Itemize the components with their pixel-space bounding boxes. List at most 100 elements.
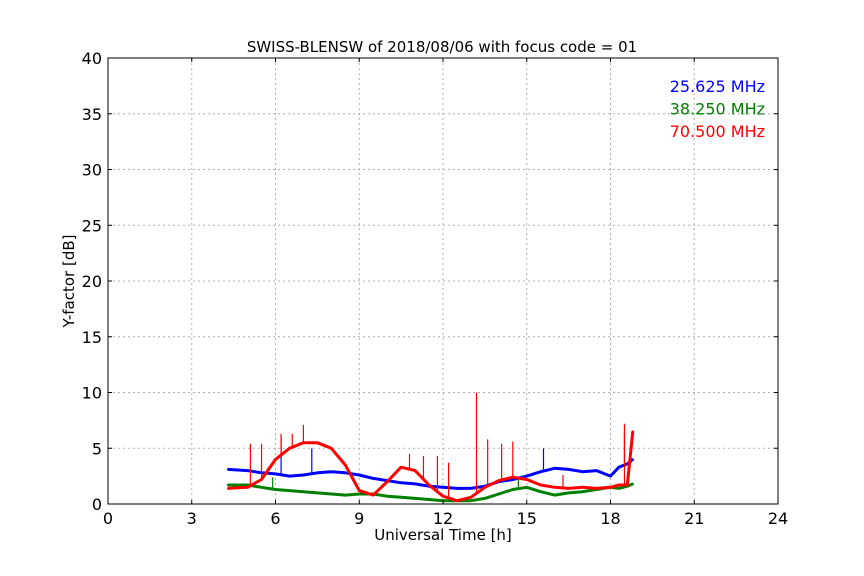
x-tick-label: 21 xyxy=(684,509,704,528)
grid xyxy=(108,58,778,504)
data-point xyxy=(260,486,263,489)
data-point xyxy=(567,487,570,490)
data-point xyxy=(399,466,403,469)
data-point xyxy=(483,486,487,489)
data-point xyxy=(511,488,514,491)
data-point xyxy=(497,479,501,482)
data-point xyxy=(399,481,403,485)
data-point xyxy=(385,494,389,498)
data-point xyxy=(617,466,621,469)
data-point xyxy=(226,487,230,490)
data-point xyxy=(626,483,629,487)
x-tick-label: 6 xyxy=(270,509,280,528)
series-25-625-mhz xyxy=(226,431,635,490)
data-point xyxy=(441,494,445,498)
data-point xyxy=(539,483,542,487)
data-point xyxy=(302,490,305,493)
x-tick-label: 3 xyxy=(187,509,197,528)
x-tick-label: 0 xyxy=(103,509,113,528)
data-point xyxy=(631,482,635,486)
data-point xyxy=(316,491,319,495)
data-point xyxy=(226,483,230,487)
data-point xyxy=(539,470,542,473)
legend-entry-25-625-mhz: 25.625 MHz xyxy=(670,77,765,96)
data-point xyxy=(372,477,375,480)
data-point xyxy=(581,490,584,493)
x-axis-label: Universal Time [h] xyxy=(374,526,512,544)
data-point xyxy=(344,493,347,497)
data-point xyxy=(358,489,361,492)
data-point xyxy=(525,478,528,481)
data-point xyxy=(274,488,277,491)
legend: 25.625 MHz 38.250 MHz 70.500 MHz xyxy=(670,77,765,141)
data-point xyxy=(358,473,361,477)
data-point xyxy=(413,482,417,486)
data-point xyxy=(316,441,319,444)
data-point xyxy=(553,467,556,470)
y-axis-label: Y-factor [dB] xyxy=(60,234,78,328)
y-tick-label: 0 xyxy=(92,495,102,514)
data-point xyxy=(539,490,542,493)
data-point xyxy=(274,458,277,461)
data-point xyxy=(525,486,528,489)
y-tick-label: 20 xyxy=(82,272,102,291)
data-point xyxy=(302,473,305,477)
y-tick-label: 10 xyxy=(82,384,102,403)
data-point xyxy=(483,497,487,500)
data-point xyxy=(567,491,570,495)
data-point xyxy=(344,471,347,474)
data-point xyxy=(246,486,249,489)
legend-entry-38-250-mhz: 38.250 MHz xyxy=(670,100,765,119)
data-point xyxy=(581,486,584,489)
x-tick-label: 12 xyxy=(433,509,453,528)
data-point xyxy=(617,483,621,487)
y-tick-label: 40 xyxy=(82,49,102,68)
data-point xyxy=(441,486,445,489)
data-point xyxy=(469,487,473,490)
ticks: 0 3 6 9 12 15 18 21 24 0 5 10 15 20 25 30 35 40 xyxy=(82,49,789,528)
data-point xyxy=(226,468,230,471)
legend-entry-70-500-mhz: 70.500 MHz xyxy=(670,122,765,141)
data-point xyxy=(581,470,584,473)
y-tick-label: 25 xyxy=(82,216,102,235)
data-point xyxy=(595,487,598,490)
data-point xyxy=(288,489,291,492)
data-point xyxy=(288,474,291,478)
data-point xyxy=(316,471,319,474)
y-tick-label: 5 xyxy=(92,439,102,458)
data-point xyxy=(567,468,570,471)
data-point xyxy=(358,492,361,496)
data-point xyxy=(455,499,459,502)
x-tick-label: 15 xyxy=(517,509,537,528)
data-point xyxy=(246,469,249,472)
y-tick-label: 35 xyxy=(82,105,102,124)
data-point xyxy=(330,470,333,473)
data-point xyxy=(372,493,375,497)
data-point xyxy=(455,487,459,490)
series-layer xyxy=(226,392,635,503)
y-tick-label: 30 xyxy=(82,161,102,180)
data-point xyxy=(609,474,612,478)
data-point xyxy=(631,430,635,433)
data-point xyxy=(399,496,403,499)
data-point xyxy=(631,458,635,461)
data-point xyxy=(385,480,389,483)
x-tick-label: 9 xyxy=(354,509,364,528)
data-point xyxy=(413,469,417,472)
data-point xyxy=(427,498,431,501)
data-point xyxy=(274,472,277,476)
x-tick-label: 24 xyxy=(768,509,788,528)
data-point xyxy=(497,492,501,496)
data-point xyxy=(553,486,556,489)
y-tick-label: 15 xyxy=(82,328,102,347)
data-point xyxy=(330,447,333,450)
data-point xyxy=(525,474,528,478)
data-point xyxy=(617,487,621,490)
data-point xyxy=(553,493,556,497)
data-point xyxy=(288,447,291,450)
chart-title: SWISS-BLENSW of 2018/08/06 with focus co… xyxy=(247,38,637,56)
data-point xyxy=(427,483,431,487)
x-tick-label: 18 xyxy=(600,509,620,528)
